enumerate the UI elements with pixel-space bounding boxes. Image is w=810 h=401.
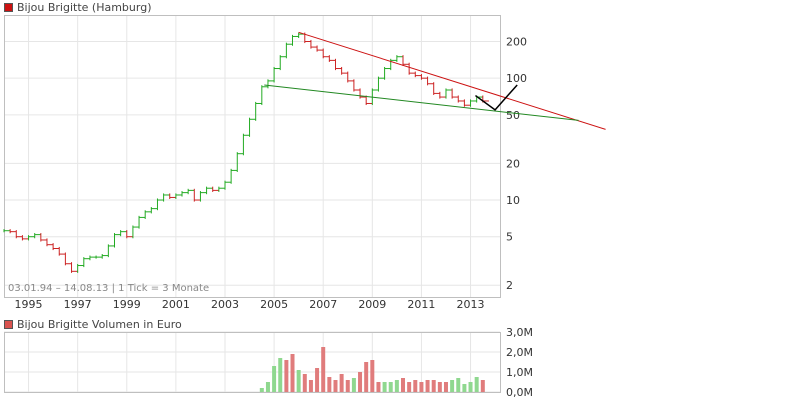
price-legend-swatch — [4, 2, 13, 12]
y-tick-label: 20 — [506, 157, 520, 170]
volume-bar — [413, 380, 418, 392]
volume-bar — [425, 380, 430, 392]
volume-bar — [339, 374, 344, 392]
volume-bar — [364, 362, 369, 392]
volume-bar — [419, 382, 424, 392]
volume-bar — [456, 378, 461, 392]
y-tick-label: 2 — [506, 279, 513, 292]
volume-bar — [327, 377, 332, 392]
volume-plot-frame — [4, 332, 501, 393]
volume-bar — [290, 354, 295, 392]
volume-bar — [358, 372, 363, 392]
x-tick-label: 2011 — [407, 298, 435, 311]
volume-bar — [308, 380, 313, 392]
volume-legend: Bijou Brigitte Volumen in Euro — [4, 317, 182, 331]
volume-y-tick-label: 3,0M — [506, 326, 533, 339]
x-tick-label: 2007 — [309, 298, 337, 311]
projection-trendline — [475, 84, 518, 111]
volume-bar — [443, 382, 448, 392]
volume-bar — [431, 380, 436, 392]
volume-bar — [284, 360, 289, 392]
volume-bar — [315, 368, 320, 392]
volume-bar — [351, 378, 356, 392]
volume-bar — [272, 366, 277, 392]
volume-bar — [278, 358, 283, 392]
volume-bar — [407, 382, 412, 392]
volume-bar — [296, 370, 301, 392]
y-tick-label: 5 — [506, 231, 513, 244]
date-range-info: 03.01.94 – 14.08.13 | 1 Tick = 3 Monate — [8, 283, 209, 294]
price-legend-label: Bijou Brigitte (Hamburg) — [17, 0, 152, 14]
volume-bar — [345, 380, 350, 392]
volume-bar — [388, 382, 393, 392]
y-tick-label: 100 — [506, 72, 527, 85]
y-tick-label: 200 — [506, 35, 527, 48]
y-tick-label: 10 — [506, 194, 520, 207]
x-tick-label: 2005 — [260, 298, 288, 311]
volume-bar — [376, 382, 381, 392]
x-tick-label: 1995 — [15, 298, 43, 311]
volume-bar — [401, 378, 406, 392]
x-tick-label: 1999 — [113, 298, 141, 311]
volume-bar — [474, 377, 479, 392]
volume-bar — [437, 382, 442, 392]
volume-bar — [259, 388, 264, 392]
volume-bar — [382, 382, 387, 392]
volume-bar — [370, 360, 375, 392]
price-plot-frame — [4, 15, 501, 298]
volume-bar — [468, 382, 473, 392]
x-tick-label: 2009 — [358, 298, 386, 311]
x-tick-label: 2003 — [211, 298, 239, 311]
volume-bar — [450, 380, 455, 392]
price-legend: Bijou Brigitte (Hamburg) — [4, 0, 152, 14]
volume-y-tick-label: 2,0M — [506, 346, 533, 359]
volume-y-tick-label: 0,0M — [506, 386, 533, 399]
volume-y-tick-label: 1,0M — [506, 366, 533, 379]
volume-legend-swatch — [4, 319, 13, 329]
x-tick-label: 1997 — [64, 298, 92, 311]
volume-bar — [321, 347, 326, 392]
support-trendline — [264, 84, 579, 121]
volume-bar — [302, 374, 307, 392]
y-tick-label: 50 — [506, 109, 520, 122]
resistance-trendline — [298, 31, 606, 130]
x-tick-label: 2001 — [162, 298, 190, 311]
volume-legend-label: Bijou Brigitte Volumen in Euro — [17, 317, 182, 331]
volume-bar — [265, 382, 270, 392]
volume-bar — [480, 380, 485, 392]
x-tick-label: 2013 — [457, 298, 485, 311]
volume-bar — [394, 380, 399, 392]
volume-bar — [462, 384, 467, 392]
volume-bar — [333, 380, 338, 392]
